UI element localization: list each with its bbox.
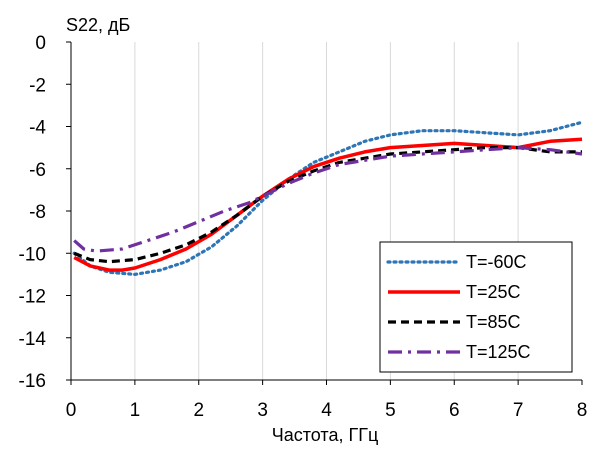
x-tick-label: 1 — [130, 400, 141, 421]
y-tick-label: -12 — [19, 287, 46, 308]
x-tick-label: 3 — [257, 400, 268, 421]
series-line-3 — [73, 146, 583, 253]
y-tick-label: -4 — [29, 118, 46, 139]
y-tick-label: -16 — [19, 371, 46, 392]
legend-label: T=125C — [466, 342, 531, 362]
legend: T=-60C T=25C T=85C T=125C — [379, 241, 573, 373]
y-tick-labels: 0 -2 -4 -6 -8 -10 -12 -14 -16 — [19, 33, 47, 392]
y-axis-title: S22, дБ — [66, 15, 130, 35]
x-tick-label: 8 — [577, 400, 588, 421]
legend-label: T=-60C — [466, 252, 527, 272]
grid-lines — [134, 42, 519, 380]
y-tick-label: -8 — [29, 202, 46, 223]
y-tick-label: -6 — [29, 160, 46, 181]
x-tick-label: 4 — [321, 400, 332, 421]
legend-label: T=85C — [466, 312, 521, 332]
x-tick-label: 2 — [193, 400, 204, 421]
legend-box — [379, 241, 573, 373]
series-line-1 — [73, 137, 583, 272]
y-tick-label: -10 — [19, 244, 46, 265]
y-tick-label: -2 — [29, 75, 46, 96]
y-tick-label: -14 — [19, 329, 47, 350]
y-tick-label: 0 — [35, 33, 46, 54]
x-tick-label: 6 — [449, 400, 460, 421]
series-lines — [72, 120, 584, 276]
series-line-2 — [73, 146, 582, 264]
x-tick-label: 7 — [513, 400, 524, 421]
legend-label: T=25C — [466, 282, 521, 302]
series-line-0 — [72, 120, 584, 276]
x-tick-labels: 0 1 2 3 4 5 6 7 8 — [66, 400, 588, 421]
x-tick-label: 0 — [66, 400, 77, 421]
x-axis-title: Частота, ГГц — [272, 425, 379, 445]
plot-area — [66, 41, 583, 385]
x-tick-label: 5 — [385, 400, 396, 421]
